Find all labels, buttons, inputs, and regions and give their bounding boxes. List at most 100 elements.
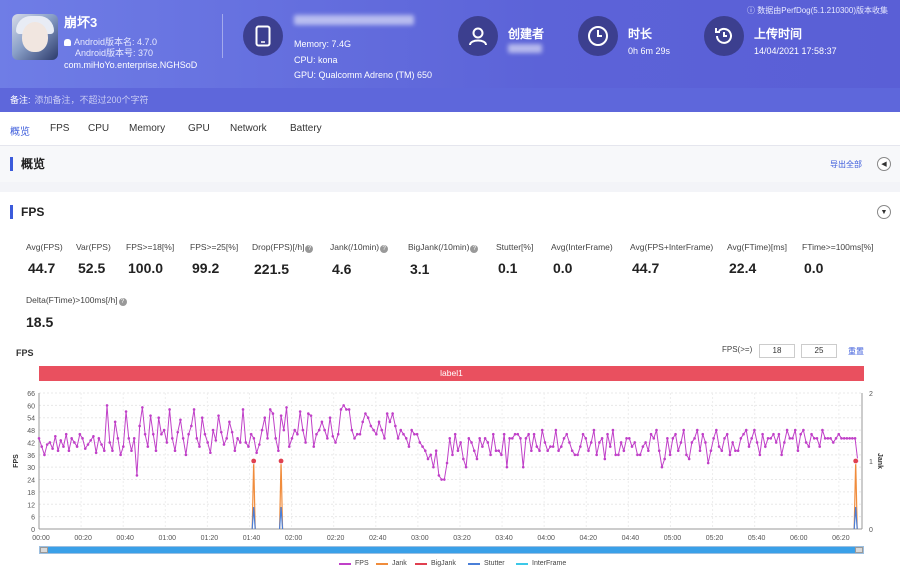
fps-point [277,449,280,452]
fps-point [772,432,775,436]
fps-point [502,432,506,436]
fps-point [59,439,63,442]
fps-point [94,451,98,455]
fps-point [350,428,354,432]
fps-point [151,432,155,436]
fps-point [160,432,163,436]
timeline-scrollbar[interactable] [39,546,864,554]
fps-point [698,449,702,452]
metric-label: Stutter[%] [496,242,534,252]
y-tick-label: 54 [27,416,35,423]
help-icon[interactable]: ? [118,298,127,306]
fps-point [345,408,348,411]
metric-7: Stutter[%] 0.1 [496,242,533,276]
fps-point [777,432,781,436]
scroll-handle-right[interactable] [855,547,863,553]
fps-point [170,437,174,440]
tab-overview[interactable]: 概览 [10,127,30,138]
threshold-input-1[interactable]: 18 [759,344,795,358]
metric-0: Avg(FPS) 44.7 [26,242,63,276]
y-tick-label: 36 [27,453,35,460]
fps-point [467,437,471,440]
tab-bar: 概览 FPS CPU Memory GPU Network Battery [0,112,900,146]
fps-point [445,461,449,465]
tab-gpu[interactable]: GPU [188,123,210,134]
fps-point [293,428,297,432]
legend-label: Stutter [484,560,505,567]
creator-label: 创建者 [508,27,545,41]
fps-point [475,457,479,461]
note-bar[interactable]: 备注: 添加备注，不超过200个字符 [0,88,900,112]
legend-item-fps[interactable]: FPS [339,560,369,567]
y2-axis-label: Jank [876,453,883,469]
fps-point [287,445,291,448]
x-tick-label: 04:00 [537,535,555,542]
fps-point [190,424,193,428]
fps-point [130,449,133,452]
tab-battery[interactable]: Battery [290,123,322,134]
tab-network[interactable]: Network [230,123,267,134]
fps-point [206,441,209,444]
fps-point [456,449,460,452]
fps-point [361,420,365,424]
tab-fps[interactable]: FPS [50,123,70,134]
fps-point [198,445,201,448]
fps-point [366,416,370,420]
fps-point [579,445,582,448]
help-icon[interactable]: ? [380,245,389,253]
fps-point [744,428,748,432]
fps-point [535,445,539,448]
legend-item-interframe[interactable]: InterFrame [516,560,566,567]
legend-item-bigjank[interactable]: BigJank [415,560,456,567]
x-tick-label: 02:20 [327,535,345,542]
fps-point [761,432,764,436]
fps-point [638,453,642,457]
fps-point [353,437,356,440]
fps-point [589,441,593,444]
fps-point [410,428,413,432]
user-icon [458,16,498,56]
fps-point [228,420,231,424]
stutter-spike [278,506,284,530]
fps-point [581,432,585,436]
fps-point [595,453,598,457]
fps-point [530,449,533,452]
fps-point [769,437,773,440]
fps-point [486,441,490,444]
legend-item-jank[interactable]: Jank [376,560,407,567]
metric-label: FTime>=100ms[%] [802,242,874,252]
fps-point [331,434,335,438]
scroll-handle-left[interactable] [40,547,48,553]
fps-point [391,412,394,415]
reset-button[interactable]: 重置 [848,347,864,356]
fps-point [527,432,530,436]
fps-point [418,441,422,444]
fps-point [538,449,541,452]
y-tick-label: 48 [27,428,35,435]
collapse-down-button[interactable]: ▼ [877,205,891,219]
chart-title: FPS [16,348,34,358]
help-icon[interactable]: ? [470,245,479,253]
legend-label: Jank [392,560,407,567]
collapse-left-button[interactable]: ◀ [877,157,891,171]
fps-point [459,441,462,444]
fps-point [86,443,90,446]
fps-point [470,441,473,444]
help-icon[interactable]: ? [305,245,314,253]
fps-point [383,437,386,440]
note-input[interactable]: 添加备注，不超过200个字符 [34,95,149,105]
creator-name-redacted [508,44,542,53]
tab-memory[interactable]: Memory [129,123,166,134]
fps-point [37,437,41,440]
threshold-input-2[interactable]: 25 [801,344,837,358]
x-tick-label: 06:00 [790,535,808,542]
device-name-redacted [294,15,414,25]
fps-point [758,453,762,457]
fps-point [715,428,718,432]
export-all-link[interactable]: 导出全部 [830,160,862,169]
fps-point [83,447,87,450]
tab-cpu[interactable]: CPU [88,123,110,134]
duration-label: 时长 [628,27,653,41]
legend-item-stutter[interactable]: Stutter [468,560,505,567]
